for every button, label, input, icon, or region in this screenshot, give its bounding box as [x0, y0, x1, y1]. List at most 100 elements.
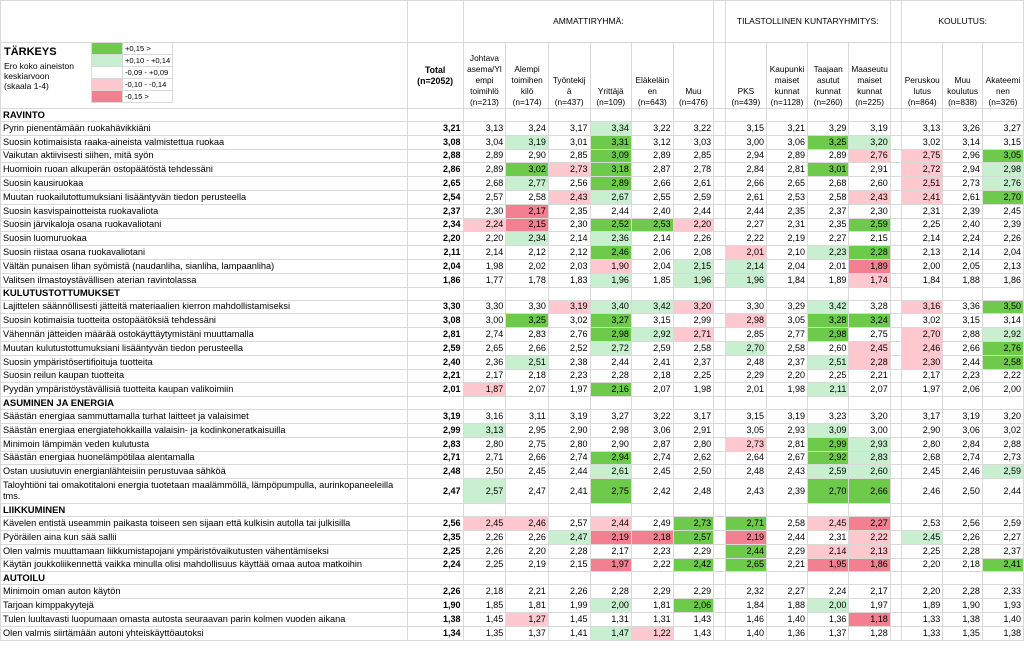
- data-cell: 2,13: [901, 245, 944, 260]
- data-cell: 2,85: [547, 148, 591, 164]
- data-cell: 3,17: [672, 409, 715, 424]
- data-cell: 2,76: [981, 176, 1024, 191]
- table-row: Tulen luultavasti luopumaan omasta autos…: [0, 611, 1024, 627]
- data-cell: 2,48: [724, 464, 768, 480]
- table-row: Muutan ruokailutottumuksiani lisääntyvän…: [0, 189, 1024, 205]
- data-cell: 1,97: [589, 557, 632, 573]
- column-gap: [713, 134, 726, 150]
- header-line: koulutus: [947, 86, 979, 96]
- data-cell: 2,70: [981, 189, 1024, 205]
- table-row: Suosin kotimaisista raaka-aineista valmi…: [0, 134, 1024, 150]
- data-cell: 2,46: [589, 245, 632, 260]
- column-header-8: Taajaan asutut kunnat (n=260): [806, 42, 850, 109]
- data-cell: 2,15: [505, 217, 549, 233]
- data-cell: 2,96: [942, 148, 983, 164]
- empty-cell: [505, 396, 549, 411]
- data-cell: 2,50: [462, 464, 507, 480]
- row-label: Suosin kotimaisista raaka-aineista valmi…: [0, 134, 408, 150]
- table-row: Muutan kulutustottumuksiani lisääntyvän …: [0, 340, 1024, 356]
- data-cell: 2,29: [724, 368, 768, 384]
- empty-cell: [713, 503, 726, 518]
- header-line: Alempi: [514, 64, 540, 74]
- header-line: (n=174): [512, 97, 542, 107]
- row-label: Kävelen entistä useammin paikasta toisee…: [0, 516, 408, 531]
- row-total: 1,38: [406, 611, 464, 627]
- column-header-11: Muu koulutus (n=838): [942, 42, 983, 109]
- empty-cell: [589, 108, 632, 122]
- data-cell: 2,90: [547, 422, 591, 438]
- data-cell: 3,25: [806, 134, 850, 150]
- column-gap: [713, 611, 726, 627]
- row-label: Minimoin lämpimän veden kulutusta: [0, 436, 408, 452]
- data-cell: 1,45: [462, 611, 507, 627]
- column-gap: [713, 543, 726, 559]
- data-cell: 3,21: [766, 121, 808, 136]
- data-cell: 2,40: [942, 217, 983, 233]
- empty-cell: [981, 571, 1024, 586]
- data-cell: 3,42: [630, 299, 674, 315]
- data-cell: 1,88: [942, 272, 983, 288]
- data-cell: 2,39: [942, 203, 983, 219]
- data-cell: 2,07: [630, 382, 674, 398]
- row-label: Minimoin oman auton käytön: [0, 584, 408, 600]
- data-cell: 2,22: [848, 529, 891, 545]
- data-cell: 3,02: [901, 134, 944, 150]
- data-cell: 3,22: [630, 121, 674, 136]
- data-cell: 2,70: [724, 340, 768, 356]
- row-total: 2,47: [406, 478, 464, 505]
- data-cell: 2,42: [672, 557, 715, 573]
- column-gap: [713, 354, 726, 370]
- data-cell: 2,92: [630, 327, 674, 342]
- data-cell: 2,56: [547, 176, 591, 191]
- data-cell: 3,19: [942, 409, 983, 424]
- row-total: 2,86: [406, 162, 464, 178]
- data-cell: 2,21: [766, 557, 808, 573]
- data-cell: 2,18: [505, 368, 549, 384]
- row-total: 2,40: [406, 354, 464, 370]
- empty-cell: [848, 571, 891, 586]
- data-cell: 2,15: [547, 557, 591, 573]
- data-cell: 2,89: [806, 148, 850, 164]
- data-cell: 2,62: [672, 450, 715, 466]
- header-line: ä: [566, 86, 572, 96]
- data-cell: 2,25: [462, 557, 507, 573]
- legend-swatch: [91, 90, 123, 103]
- row-label: Olen valmis muuttamaan liikkumistapojani…: [0, 543, 408, 559]
- data-cell: 2,18: [630, 368, 674, 384]
- header-line: (n=2052): [417, 75, 454, 86]
- data-cell: 1,93: [981, 598, 1024, 613]
- row-total: 3,08: [406, 313, 464, 329]
- data-cell: 2,91: [848, 162, 891, 178]
- row-label: Pyrin pienentämään ruokahävikkiäni: [0, 121, 408, 136]
- data-cell: 2,51: [806, 354, 850, 370]
- data-cell: 2,49: [630, 516, 674, 531]
- column-gap: [713, 176, 726, 191]
- data-cell: 1,84: [766, 272, 808, 288]
- data-cell: 3,00: [848, 422, 891, 438]
- column-gap: [713, 464, 726, 480]
- data-cell: 3,00: [724, 134, 768, 150]
- column-gap: [889, 148, 903, 164]
- header-line: toimihlö: [470, 86, 499, 96]
- column-gap: [713, 217, 726, 233]
- empty-cell: [889, 396, 903, 411]
- column-gap: [889, 478, 903, 505]
- column-gap: [713, 368, 726, 384]
- row-label: Muutan kulutustottumuksiani lisääntyvän …: [0, 340, 408, 356]
- data-cell: 3,01: [547, 134, 591, 150]
- data-cell: 2,44: [547, 464, 591, 480]
- data-cell: 2,46: [505, 516, 549, 531]
- empty-cell: [713, 286, 726, 301]
- header-line: toimihen: [511, 75, 543, 85]
- header-line: (n=225): [855, 97, 885, 107]
- data-cell: 2,70: [806, 478, 850, 505]
- data-cell: 2,43: [848, 189, 891, 205]
- row-label: Suosin riistaa osana ruokavaliotani: [0, 245, 408, 260]
- data-cell: 2,99: [672, 313, 715, 329]
- data-cell: 2,61: [724, 189, 768, 205]
- legend-swatch: [91, 54, 123, 67]
- data-cell: 2,77: [766, 327, 808, 342]
- column-gap: [713, 148, 726, 164]
- data-cell: 2,45: [505, 464, 549, 480]
- table-row: Suosin reilun kaupan tuotteita 2,21 2,17 2,…: [0, 368, 1024, 384]
